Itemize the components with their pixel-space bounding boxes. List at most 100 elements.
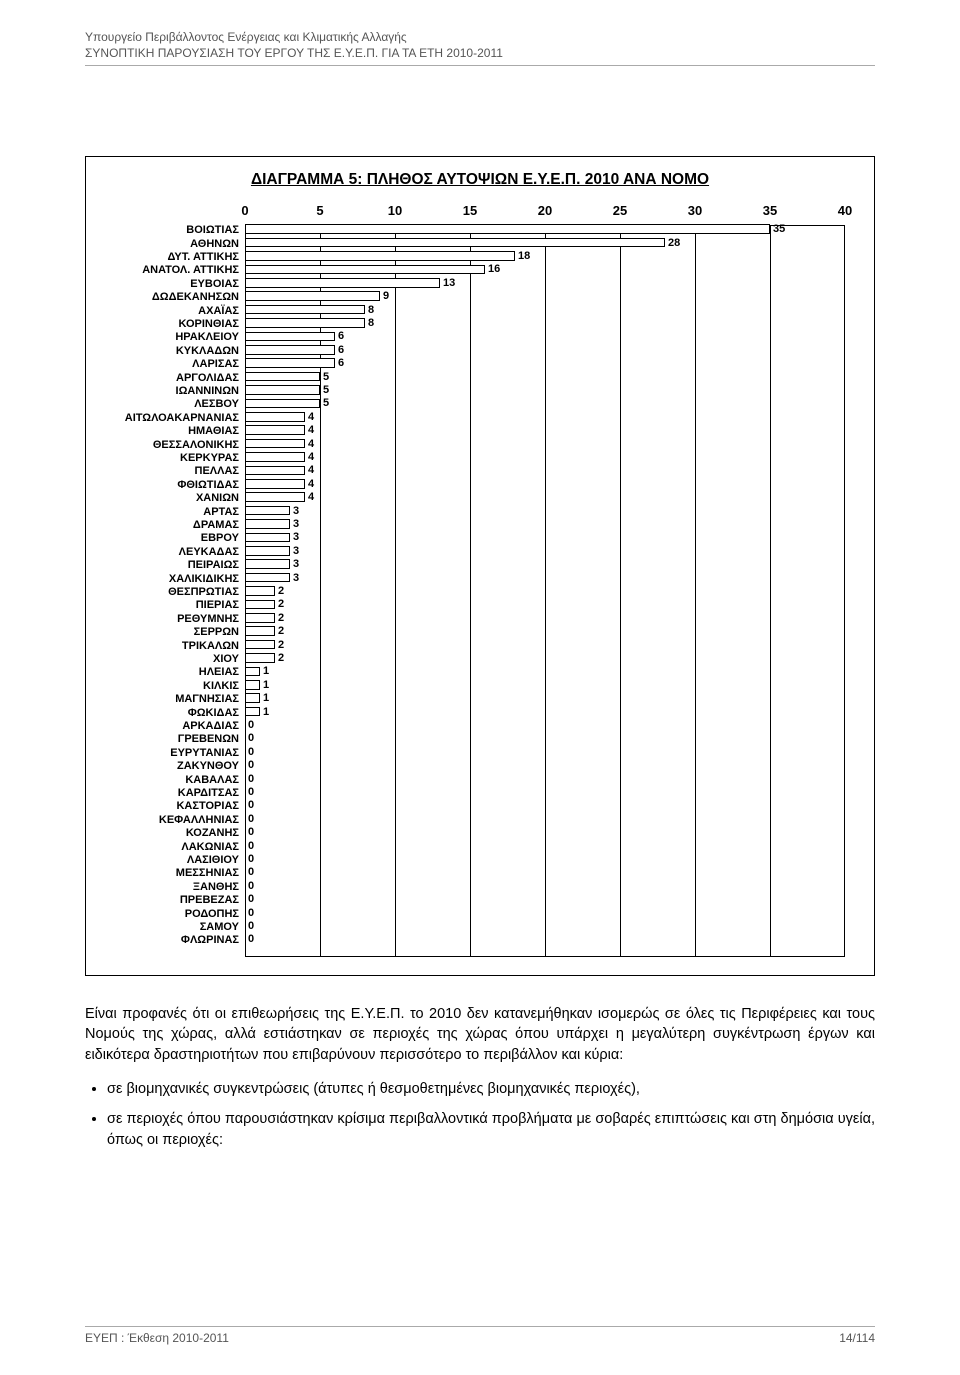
chart-value-label: 0 xyxy=(248,933,254,945)
chart-bar xyxy=(245,439,305,449)
chart-category-label: ΓΡΕΒΕΝΩΝ xyxy=(110,733,239,745)
chart-value-label: 13 xyxy=(443,277,455,289)
chart-category-label: ΔΡΑΜΑΣ xyxy=(110,519,239,531)
chart-value-label: 3 xyxy=(293,531,299,543)
footer-right: 14/114 xyxy=(839,1331,875,1345)
chart-category-label: ΚΟΡΙΝΘΙΑΣ xyxy=(110,318,239,330)
chart-category-label: ΠΕΛΛΑΣ xyxy=(110,465,239,477)
chart-category-label: ΙΩΑΝΝΙΝΩΝ xyxy=(110,385,239,397)
chart-value-label: 0 xyxy=(248,853,254,865)
chart-value-label: 4 xyxy=(308,411,314,423)
chart-bar xyxy=(245,680,260,690)
chart-category-label: ΗΛΕΙΑΣ xyxy=(110,666,239,678)
chart-xtick-label: 35 xyxy=(755,203,785,218)
chart-value-label: 2 xyxy=(278,585,284,597)
body-paragraph: Είναι προφανές ότι οι επιθεωρήσεις της Ε… xyxy=(85,1004,875,1065)
chart-xtick-label: 10 xyxy=(380,203,410,218)
chart-bar xyxy=(245,224,770,234)
chart-value-label: 2 xyxy=(278,598,284,610)
chart-bar xyxy=(245,452,305,462)
chart-title: ΔΙΑΓΡΑΜΜΑ 5: ΠΛΗΘΟΣ ΑΥΤΟΨΙΩΝ Ε.Υ.Ε.Π. 20… xyxy=(96,171,864,189)
chart-bar xyxy=(245,278,440,288)
chart-xtick-label: 0 xyxy=(230,203,260,218)
chart-category-label: ΜΑΓΝΗΣΙΑΣ xyxy=(110,693,239,705)
chart-bar xyxy=(245,291,380,301)
chart-category-label: ΚΑΡΔΙΤΣΑΣ xyxy=(110,787,239,799)
chart-xtick-label: 15 xyxy=(455,203,485,218)
chart-value-label: 5 xyxy=(323,397,329,409)
chart-bar xyxy=(245,506,290,516)
chart-value-label: 3 xyxy=(293,558,299,570)
chart-category-label: ΜΕΣΣΗΝΙΑΣ xyxy=(110,867,239,879)
chart-bar xyxy=(245,707,260,717)
chart-bar xyxy=(245,640,275,650)
chart-category-label: ΦΛΩΡΙΝΑΣ xyxy=(110,934,239,946)
chart-container: ΔΙΑΓΡΑΜΜΑ 5: ΠΛΗΘΟΣ ΑΥΤΟΨΙΩΝ Ε.Υ.Ε.Π. 20… xyxy=(85,156,875,976)
chart-category-label: ΛΑΡΙΣΑΣ xyxy=(110,358,239,370)
chart-category-label: ΛΑΣΙΘΙΟΥ xyxy=(110,854,239,866)
chart-value-label: 2 xyxy=(278,612,284,624)
chart-bar xyxy=(245,345,335,355)
chart-bar xyxy=(245,251,515,261)
chart-category-label: ΑΘΗΝΩΝ xyxy=(110,238,239,250)
chart-value-label: 6 xyxy=(338,357,344,369)
chart-gridline xyxy=(470,225,471,957)
chart-category-label: ΣΑΜΟΥ xyxy=(110,921,239,933)
chart-bar xyxy=(245,372,320,382)
chart-category-label: ΑΡΓΟΛΙΔΑΣ xyxy=(110,372,239,384)
chart-category-label: ΚΟΖΑΝΗΣ xyxy=(110,827,239,839)
chart-value-label: 4 xyxy=(308,424,314,436)
chart-category-label: ΡΕΘΥΜΝΗΣ xyxy=(110,613,239,625)
chart-gridline xyxy=(545,225,546,957)
chart-category-label: ΛΕΥΚΑΔΑΣ xyxy=(110,546,239,558)
chart-value-label: 4 xyxy=(308,478,314,490)
chart-value-label: 0 xyxy=(248,813,254,825)
bullet-item-2: σε περιοχές όπου παρουσιάστηκαν κρίσιμα … xyxy=(107,1109,875,1150)
chart-category-label: ΑΡΤΑΣ xyxy=(110,506,239,518)
chart-bar xyxy=(245,238,665,248)
chart-gridline xyxy=(770,225,771,957)
header-line1: Υπουργείο Περιβάλλοντος Ενέργειας και Κλ… xyxy=(85,30,875,46)
chart-category-label: ΤΡΙΚΑΛΩΝ xyxy=(110,640,239,652)
chart-category-label: ΖΑΚΥΝΘΟΥ xyxy=(110,760,239,772)
chart-category-label: ΗΜΑΘΙΑΣ xyxy=(110,425,239,437)
chart-value-label: 4 xyxy=(308,491,314,503)
header-line2: ΣΥΝΟΠΤΙΚΗ ΠΑΡΟΥΣΙΑΣΗ ΤΟΥ ΕΡΓΟΥ ΤΗΣ Ε.Υ.Ε… xyxy=(85,46,875,62)
chart-value-label: 1 xyxy=(263,679,269,691)
chart-value-label: 0 xyxy=(248,840,254,852)
bullet-item-1: σε βιομηχανικές συγκεντρώσεις (άτυπες ή … xyxy=(107,1079,875,1099)
chart-category-label: ΧΙΟΥ xyxy=(110,653,239,665)
chart-bar xyxy=(245,265,485,275)
chart-category-label: ΘΕΣΠΡΩΤΙΑΣ xyxy=(110,586,239,598)
chart-value-label: 2 xyxy=(278,639,284,651)
chart-value-label: 9 xyxy=(383,290,389,302)
chart-bar xyxy=(245,358,335,368)
chart-bar xyxy=(245,385,320,395)
chart-value-label: 6 xyxy=(338,344,344,356)
chart-bar xyxy=(245,399,320,409)
chart-category-label: ΕΥΡΥΤΑΝΙΑΣ xyxy=(110,747,239,759)
chart-gridline xyxy=(395,225,396,957)
chart-value-label: 3 xyxy=(293,518,299,530)
chart-bar xyxy=(245,626,275,636)
chart-bar xyxy=(245,667,260,677)
chart-bar xyxy=(245,546,290,556)
chart-value-label: 0 xyxy=(248,759,254,771)
chart-category-label: ΘΕΣΣΑΛΟΝΙΚΗΣ xyxy=(110,439,239,451)
chart-bar xyxy=(245,600,275,610)
chart-value-label: 0 xyxy=(248,732,254,744)
chart-value-label: 0 xyxy=(248,880,254,892)
chart-value-label: 3 xyxy=(293,545,299,557)
chart-value-label: 4 xyxy=(308,438,314,450)
chart-category-label: ΡΟΔΟΠΗΣ xyxy=(110,908,239,920)
chart-value-label: 0 xyxy=(248,826,254,838)
chart-value-label: 28 xyxy=(668,237,680,249)
chart-value-label: 6 xyxy=(338,330,344,342)
chart-bar xyxy=(245,693,260,703)
chart-xtick-label: 25 xyxy=(605,203,635,218)
chart-bar xyxy=(245,492,305,502)
chart-value-label: 0 xyxy=(248,866,254,878)
chart-value-label: 18 xyxy=(518,250,530,262)
chart-category-label: ΠΡΕΒΕΖΑΣ xyxy=(110,894,239,906)
chart-value-label: 2 xyxy=(278,652,284,664)
